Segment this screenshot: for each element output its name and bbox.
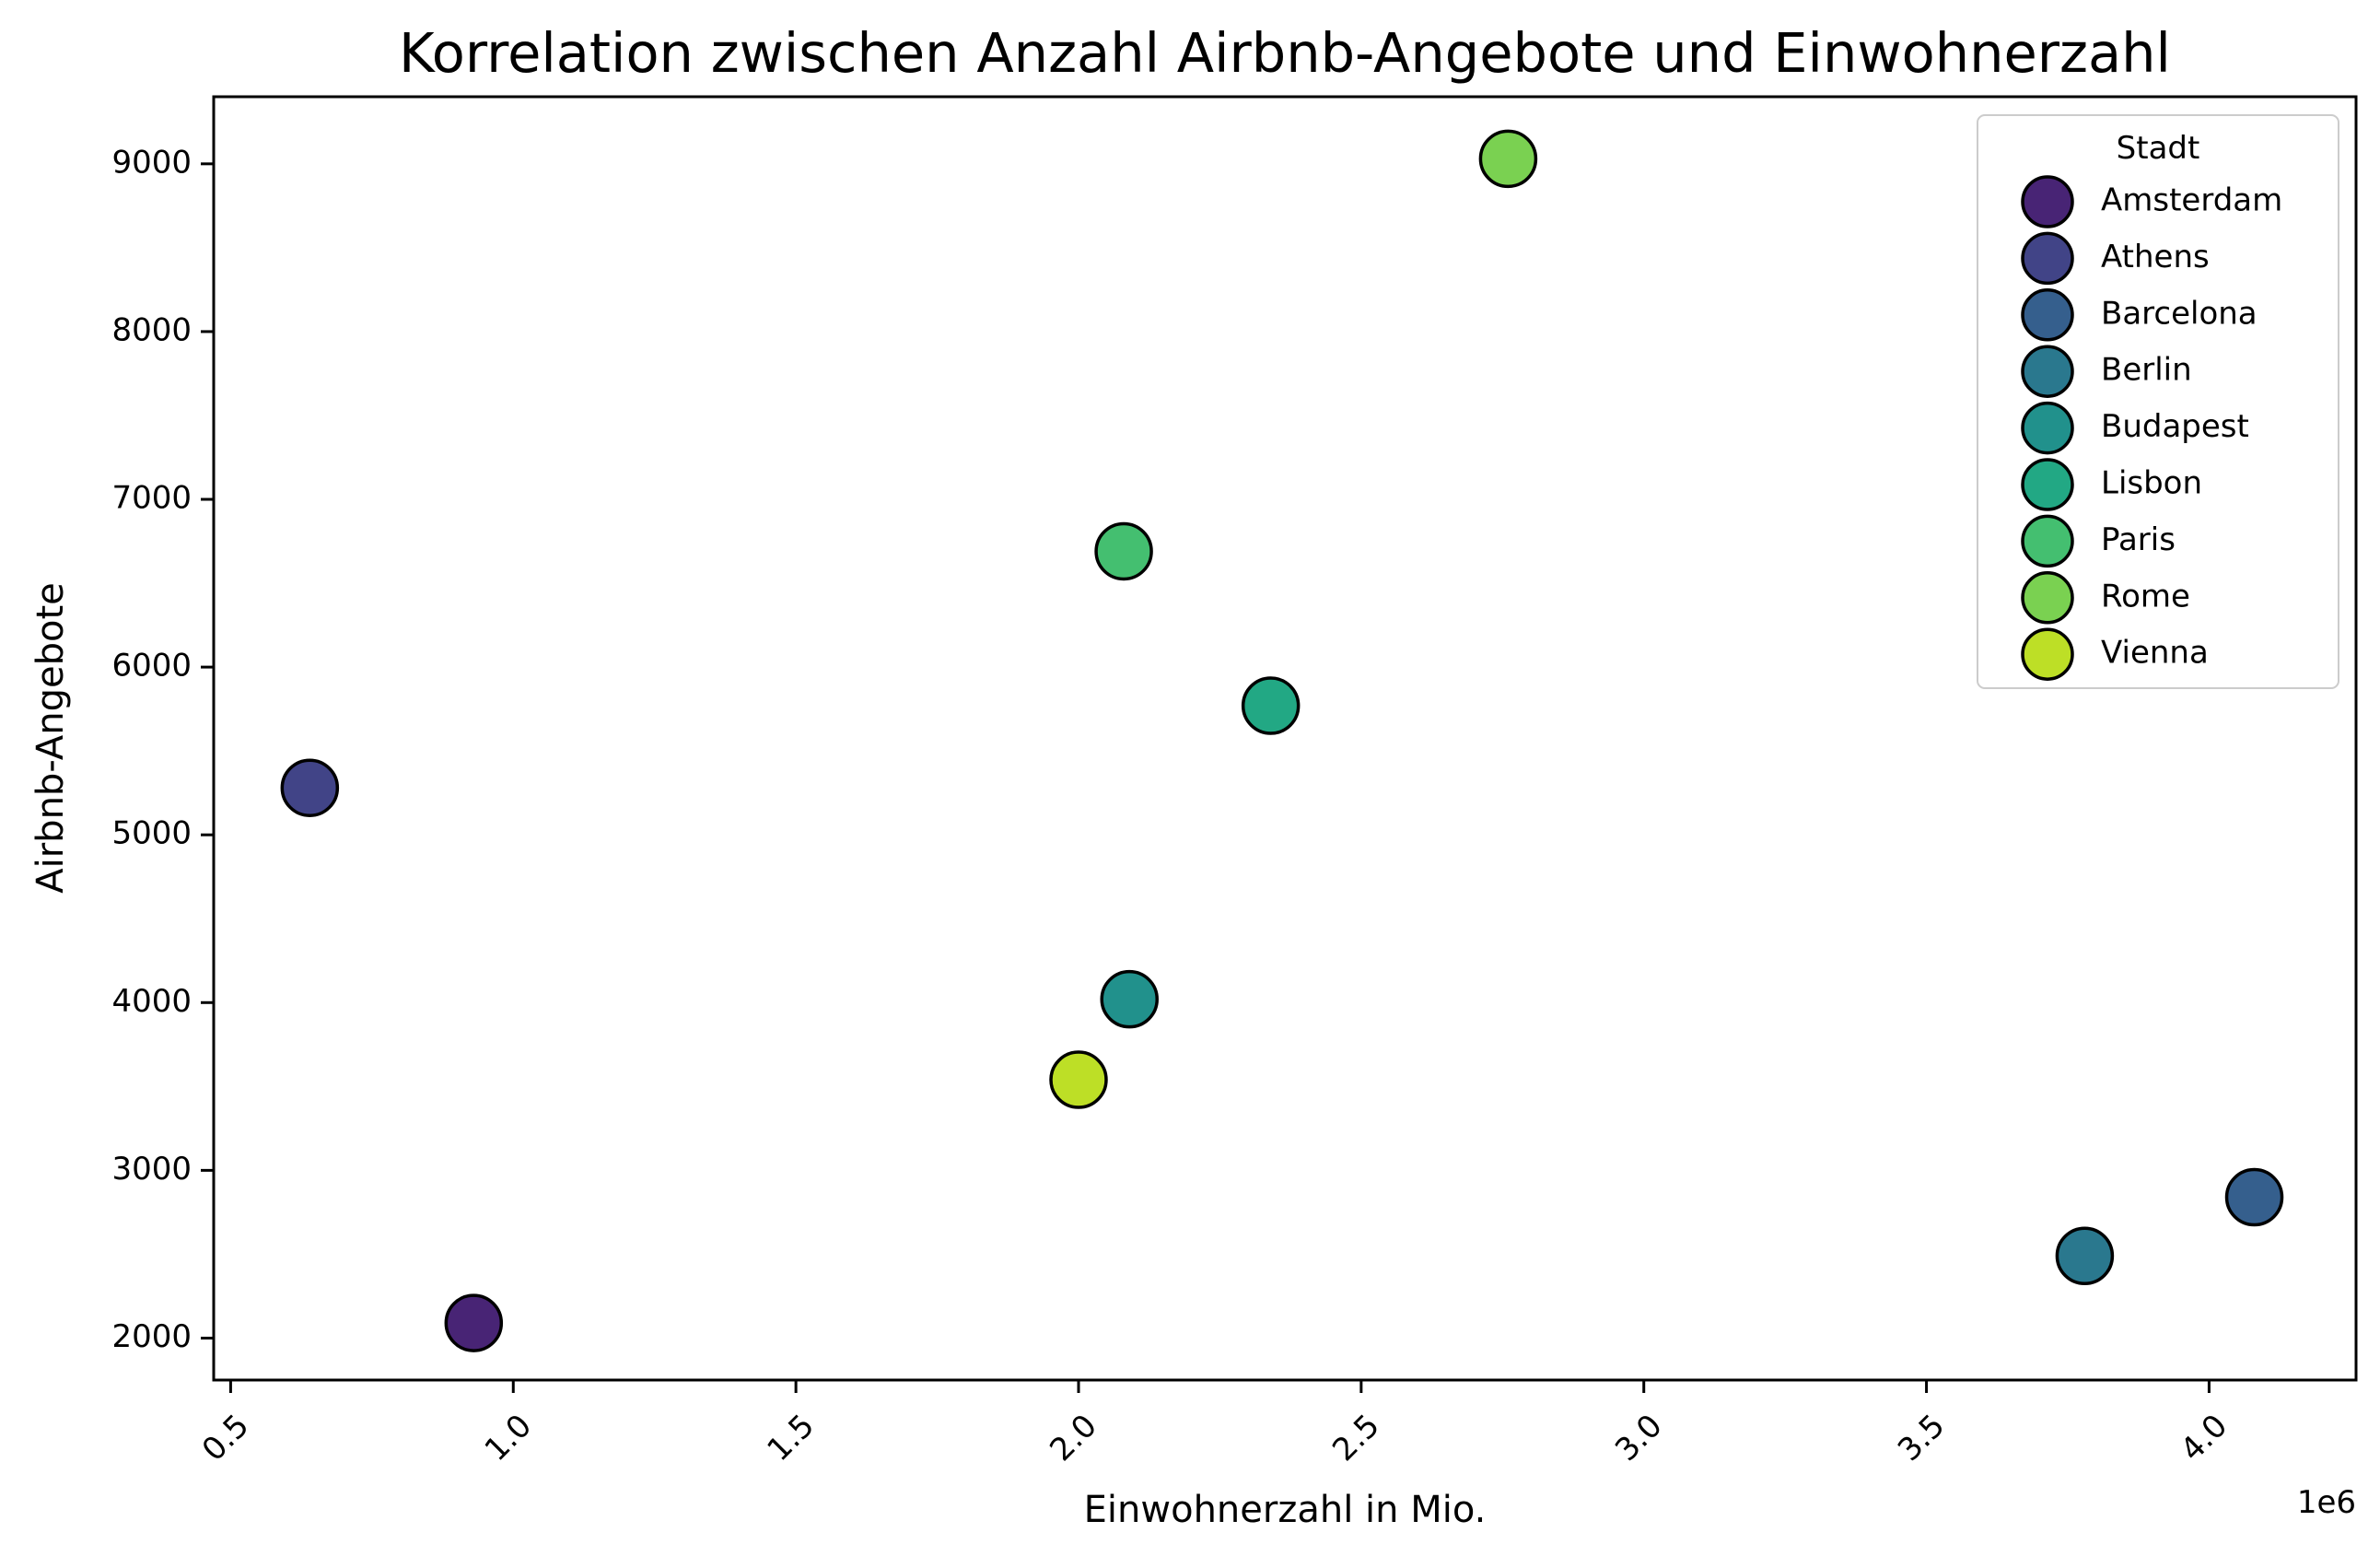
legend-label-vienna: Vienna [2101,635,2209,672]
data-point-berlin [2055,1226,2115,1286]
legend-label-barcelona: Barcelona [2101,295,2258,332]
x-axis-label: Einwohnerzahl in Mio. [1084,1489,1487,1531]
chart-title: Korrelation zwischen Anzahl Airbnb-Angeb… [399,21,2171,85]
y-tick-label-7000: 7000 [111,480,192,517]
legend-label-amsterdam: Amsterdam [2101,182,2282,219]
plot-frame [212,95,2358,1382]
x-tick-label-4-0: 4.0 [2174,1408,2235,1469]
data-point-paris [1094,521,1153,581]
x-tick-label-0-5: 0.5 [195,1408,257,1469]
legend-label-berlin: Berlin [2101,352,2192,389]
legend-title: Stadt [2117,130,2200,167]
legend: Stadt Amsterdam Athens Barcelona Berlin Buda… [1977,114,2339,689]
legend-marker-paris [2021,514,2074,568]
legend-marker-amsterdam [2021,175,2074,228]
x-tick-label-3-5: 3.5 [1891,1408,1953,1469]
legend-items: Amsterdam Athens Barcelona Berlin Budapest Li… [2021,175,2282,681]
y-tick-label-8000: 8000 [111,311,192,348]
y-tick-label-3000: 3000 [111,1151,192,1187]
y-tick-label-6000: 6000 [111,648,192,684]
legend-marker-barcelona [2021,288,2074,342]
y-tick-label-4000: 4000 [111,983,192,1020]
x-tick-label-1-0: 1.0 [478,1408,540,1469]
data-point-athens [280,758,340,817]
legend-label-paris: Paris [2101,521,2176,558]
legend-label-rome: Rome [2101,578,2190,614]
legend-marker-berlin [2021,345,2074,398]
legend-label-athens: Athens [2101,239,2210,275]
legend-marker-vienna [2021,627,2074,681]
y-axis-ticks: 2000 3000 4000 5000 6000 7000 8000 9000 [111,144,214,1355]
x-axis-offset-label: 1e6 [2297,1484,2356,1521]
y-axis-label: Airbnb-Angebote [29,582,72,893]
legend-marker-budapest [2021,401,2074,455]
data-point-amsterdam [444,1293,504,1352]
data-point-rome [1478,129,1538,189]
data-points [280,129,2284,1352]
x-tick-label-2-0: 2.0 [1043,1408,1104,1469]
legend-label-lisbon: Lisbon [2101,465,2202,502]
y-tick-label-9000: 9000 [111,144,192,181]
x-tick-label-3-0: 3.0 [1608,1408,1670,1469]
legend-marker-athens [2021,231,2074,286]
x-axis-ticks: 0.5 1.0 1.5 2.0 2.5 3.0 3.5 4.0 [195,1380,2235,1469]
data-point-barcelona [2224,1167,2284,1227]
x-tick-label-2-5: 2.5 [1325,1408,1387,1469]
legend-label-budapest: Budapest [2101,408,2249,445]
x-tick-label-1-5: 1.5 [761,1408,822,1469]
data-point-lisbon [1241,676,1301,735]
legend-marker-rome [2021,571,2074,625]
data-point-vienna [1049,1050,1108,1109]
y-tick-label-5000: 5000 [111,815,192,852]
legend-marker-lisbon [2021,458,2074,511]
y-tick-label-2000: 2000 [111,1318,192,1355]
data-point-budapest [1100,969,1159,1029]
